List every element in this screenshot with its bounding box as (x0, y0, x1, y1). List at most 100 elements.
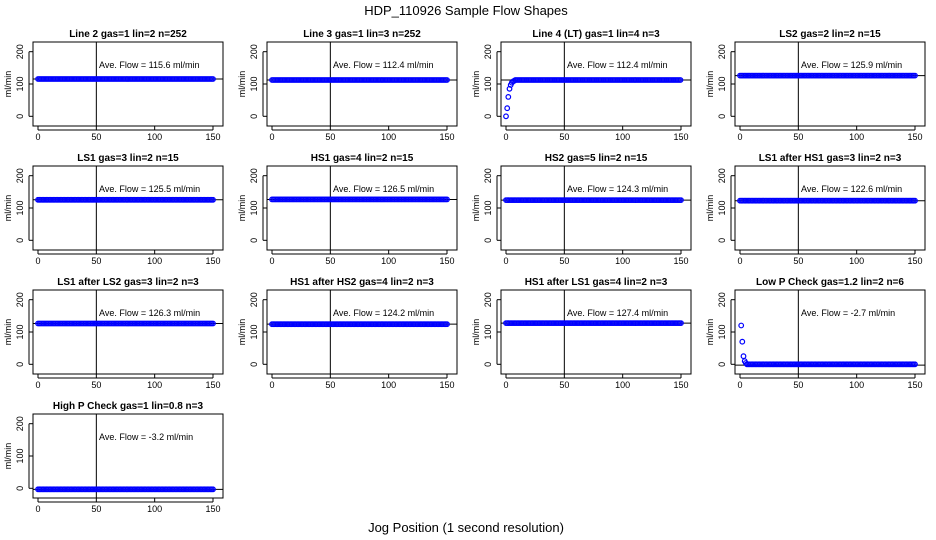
panel: LS1 after HS1 gas=3 lin=2 n=3 ml/min Ave. … (705, 153, 926, 266)
y-tick-label: 200 (483, 168, 493, 183)
panel: HS1 after LS1 gas=4 lin=2 n=3 ml/min Ave. … (471, 277, 692, 390)
x-tick-label: 150 (205, 132, 220, 142)
x-tick-label: 150 (907, 132, 922, 142)
data-series (269, 196, 450, 203)
y-tick-label: 100 (15, 324, 25, 339)
y-axis-label: ml/min (471, 319, 481, 346)
x-tick-label: 0 (35, 380, 40, 390)
x-tick-label: 0 (503, 380, 508, 390)
panel-title: HS1 gas=4 lin=2 n=15 (311, 153, 414, 164)
y-tick-label: 100 (483, 200, 493, 215)
y-tick-label: 100 (15, 76, 25, 91)
panel-title: Line 2 gas=1 lin=2 n=252 (69, 29, 187, 40)
x-tick-label: 50 (559, 132, 569, 142)
panel: Line 4 (LT) gas=1 lin=4 n=3 ml/min Ave. Fl… (471, 29, 692, 142)
y-tick-label: 200 (249, 168, 259, 183)
x-tick-label: 0 (269, 380, 274, 390)
x-tick-label: 50 (793, 380, 803, 390)
y-tick-label: 100 (15, 200, 25, 215)
flow-annotation: Ave. Flow = 112.4 ml/min (333, 60, 433, 70)
panel: HS1 gas=4 lin=2 n=15 ml/min Ave. Flow = 12… (237, 153, 458, 266)
y-tick-label: 0 (15, 238, 25, 243)
data-series (269, 77, 450, 83)
panel: LS1 gas=3 lin=2 n=15 ml/min Ave. Flow = 12… (3, 153, 224, 266)
y-axis-label: ml/min (237, 71, 247, 98)
y-axis-label: ml/min (3, 443, 13, 470)
x-tick-label: 100 (147, 380, 162, 390)
y-tick-label: 200 (15, 44, 25, 59)
y-tick-label: 100 (717, 76, 727, 91)
y-tick-label: 0 (249, 114, 259, 119)
x-tick-label: 50 (91, 132, 101, 142)
y-tick-label: 100 (717, 200, 727, 215)
y-tick-label: 200 (717, 168, 727, 183)
y-tick-label: 0 (483, 362, 493, 367)
data-series (503, 197, 684, 204)
panel-title: HS2 gas=5 lin=2 n=15 (545, 153, 648, 164)
y-tick-label: 200 (717, 292, 727, 307)
figure-xlabel: Jog Position (1 second resolution) (368, 520, 564, 535)
x-tick-label: 150 (673, 380, 688, 390)
panel-title: Line 3 gas=1 lin=3 n=252 (303, 29, 421, 40)
flow-annotation: Ave. Flow = 125.5 ml/min (99, 184, 200, 194)
y-axis-label: ml/min (705, 319, 715, 346)
flow-annotation: Ave. Flow = -3.2 ml/min (99, 432, 193, 442)
y-tick-label: 100 (249, 76, 259, 91)
panel: Line 3 gas=1 lin=3 n=252 ml/min Ave. Flow … (237, 29, 458, 142)
y-tick-label: 100 (249, 324, 259, 339)
panel-title: Line 4 (LT) gas=1 lin=4 n=3 (532, 29, 660, 40)
x-tick-label: 0 (737, 132, 742, 142)
panel: LS2 gas=2 lin=2 n=15 ml/min Ave. Flow = 12… (705, 29, 926, 142)
y-tick-label: 200 (483, 44, 493, 59)
flow-annotation: Ave. Flow = 112.4 ml/min (567, 60, 667, 70)
panel-title: HS1 after HS2 gas=4 lin=2 n=3 (290, 277, 434, 288)
figure-title: HDP_110926 Sample Flow Shapes (364, 3, 568, 18)
data-series (35, 196, 216, 203)
x-tick-label: 0 (737, 380, 742, 390)
data-point (738, 322, 745, 329)
panel-title: LS2 gas=2 lin=2 n=15 (779, 29, 881, 40)
data-point (210, 76, 216, 82)
x-tick-label: 100 (615, 380, 630, 390)
data-point (739, 338, 746, 345)
y-axis-label: ml/min (3, 71, 13, 98)
data-point (210, 486, 216, 493)
y-tick-label: 0 (15, 114, 25, 119)
y-tick-label: 0 (15, 486, 25, 491)
y-tick-label: 200 (15, 292, 25, 307)
x-tick-label: 50 (325, 256, 335, 266)
panel-title: Low P Check gas=1.2 lin=2 n=6 (756, 277, 904, 288)
data-point (444, 321, 450, 328)
x-tick-label: 100 (147, 132, 162, 142)
data-point (210, 320, 216, 327)
panel-title: LS1 after HS1 gas=3 lin=2 n=3 (759, 153, 902, 164)
x-tick-label: 0 (35, 504, 40, 514)
x-tick-label: 0 (269, 256, 274, 266)
y-tick-label: 200 (15, 168, 25, 183)
x-tick-label: 50 (325, 380, 335, 390)
data-point (505, 93, 512, 100)
data-series (35, 486, 216, 493)
x-tick-label: 100 (849, 380, 864, 390)
flow-annotation: Ave. Flow = 122.6 ml/min (801, 184, 902, 194)
x-tick-label: 100 (147, 504, 162, 514)
x-tick-label: 50 (91, 380, 101, 390)
data-point (444, 77, 450, 83)
x-tick-label: 150 (907, 256, 922, 266)
x-tick-label: 0 (35, 256, 40, 266)
x-tick-label: 100 (849, 256, 864, 266)
x-tick-label: 100 (147, 256, 162, 266)
x-tick-label: 100 (381, 256, 396, 266)
x-tick-label: 150 (205, 256, 220, 266)
y-tick-label: 100 (249, 200, 259, 215)
y-axis-label: ml/min (705, 71, 715, 98)
data-point (678, 320, 684, 327)
x-tick-label: 50 (91, 256, 101, 266)
x-tick-label: 100 (615, 132, 630, 142)
x-tick-label: 0 (737, 256, 742, 266)
y-tick-label: 0 (717, 238, 727, 243)
panel: High P Check gas=1 lin=0.8 n=3 ml/min Ave.… (3, 401, 224, 514)
panel-title: HS1 after LS1 gas=4 lin=2 n=3 (525, 277, 668, 288)
